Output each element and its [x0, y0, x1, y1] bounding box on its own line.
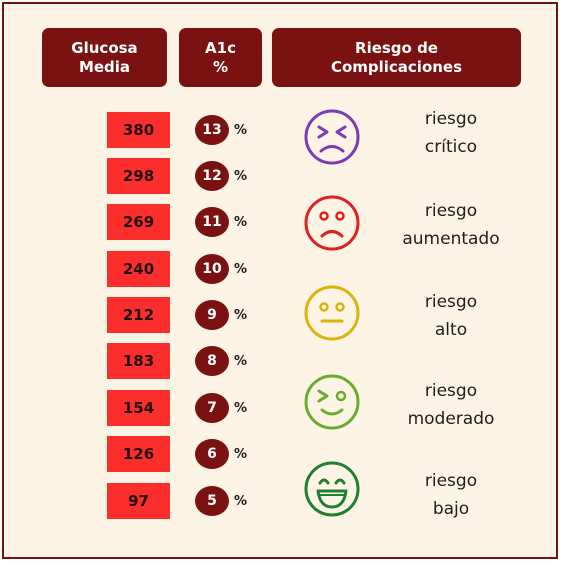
percent-sign: %: [234, 493, 248, 509]
table-row: 154 7 %: [0, 390, 560, 426]
glucose-header-line1: Glucosa: [71, 38, 138, 57]
percent-sign: %: [234, 168, 248, 184]
risk-header-line1: Riesgo de: [355, 38, 438, 57]
risk-label-low: riesgo bajo: [424, 471, 478, 519]
risk-label-high: riesgo alto: [424, 292, 478, 340]
risk-label-moderate: riesgo moderado: [407, 381, 495, 429]
table-row: 269 11 %: [0, 204, 560, 240]
risk-label-critical: riesgo crítico: [424, 109, 478, 157]
glucose-value: 183: [107, 343, 170, 379]
a1c-value-badge: 12: [195, 161, 229, 191]
glucose-value: 380: [107, 112, 170, 148]
a1c-value-badge: 6: [195, 439, 229, 469]
percent-sign: %: [234, 307, 248, 323]
laughing-face-icon: [304, 461, 360, 517]
table-row: 126 6 %: [0, 436, 560, 472]
glucose-value: 212: [107, 297, 170, 333]
table-row: 97 5 %: [0, 483, 560, 519]
glucose-value: 298: [107, 158, 170, 194]
neutral-face-icon: [304, 285, 360, 341]
winking-face-icon: [304, 374, 360, 430]
table-row: 380 13 %: [0, 112, 560, 148]
a1c-header-line1: A1c: [205, 38, 236, 57]
a1c-value-badge: 11: [195, 207, 229, 237]
percent-sign: %: [234, 261, 248, 277]
a1c-value-badge: 10: [195, 254, 229, 284]
a1c-value-badge: 5: [195, 486, 229, 516]
squinting-face-icon: [304, 109, 360, 165]
a1c-value-badge: 8: [195, 346, 229, 376]
glucose-header-line2: Media: [78, 57, 131, 76]
glucose-header: Glucosa Media: [42, 28, 167, 87]
percent-sign: %: [234, 214, 248, 230]
percent-sign: %: [234, 122, 248, 138]
table-row: 183 8 %: [0, 343, 560, 379]
percent-sign: %: [234, 400, 248, 416]
table-row: 240 10 %: [0, 251, 560, 287]
risk-header-line2: Complicaciones: [330, 57, 463, 76]
a1c-header: A1c %: [179, 28, 262, 87]
a1c-value-badge: 9: [195, 300, 229, 330]
a1c-header-line2: %: [212, 57, 229, 76]
risk-label-increased: riesgo aumentado: [402, 201, 500, 249]
glucose-value: 269: [107, 204, 170, 240]
percent-sign: %: [234, 446, 248, 462]
glucose-value: 97: [107, 483, 170, 519]
glucose-value: 126: [107, 436, 170, 472]
a1c-value-badge: 7: [195, 393, 229, 423]
risk-header: Riesgo de Complicaciones: [272, 28, 521, 87]
glucose-value: 240: [107, 251, 170, 287]
frowning-face-icon: [304, 195, 360, 251]
table-row: 212 9 %: [0, 297, 560, 333]
a1c-value-badge: 13: [195, 115, 229, 145]
chart-frame: [2, 2, 558, 559]
table-row: 298 12 %: [0, 158, 560, 194]
glucose-value: 154: [107, 390, 170, 426]
percent-sign: %: [234, 353, 248, 369]
